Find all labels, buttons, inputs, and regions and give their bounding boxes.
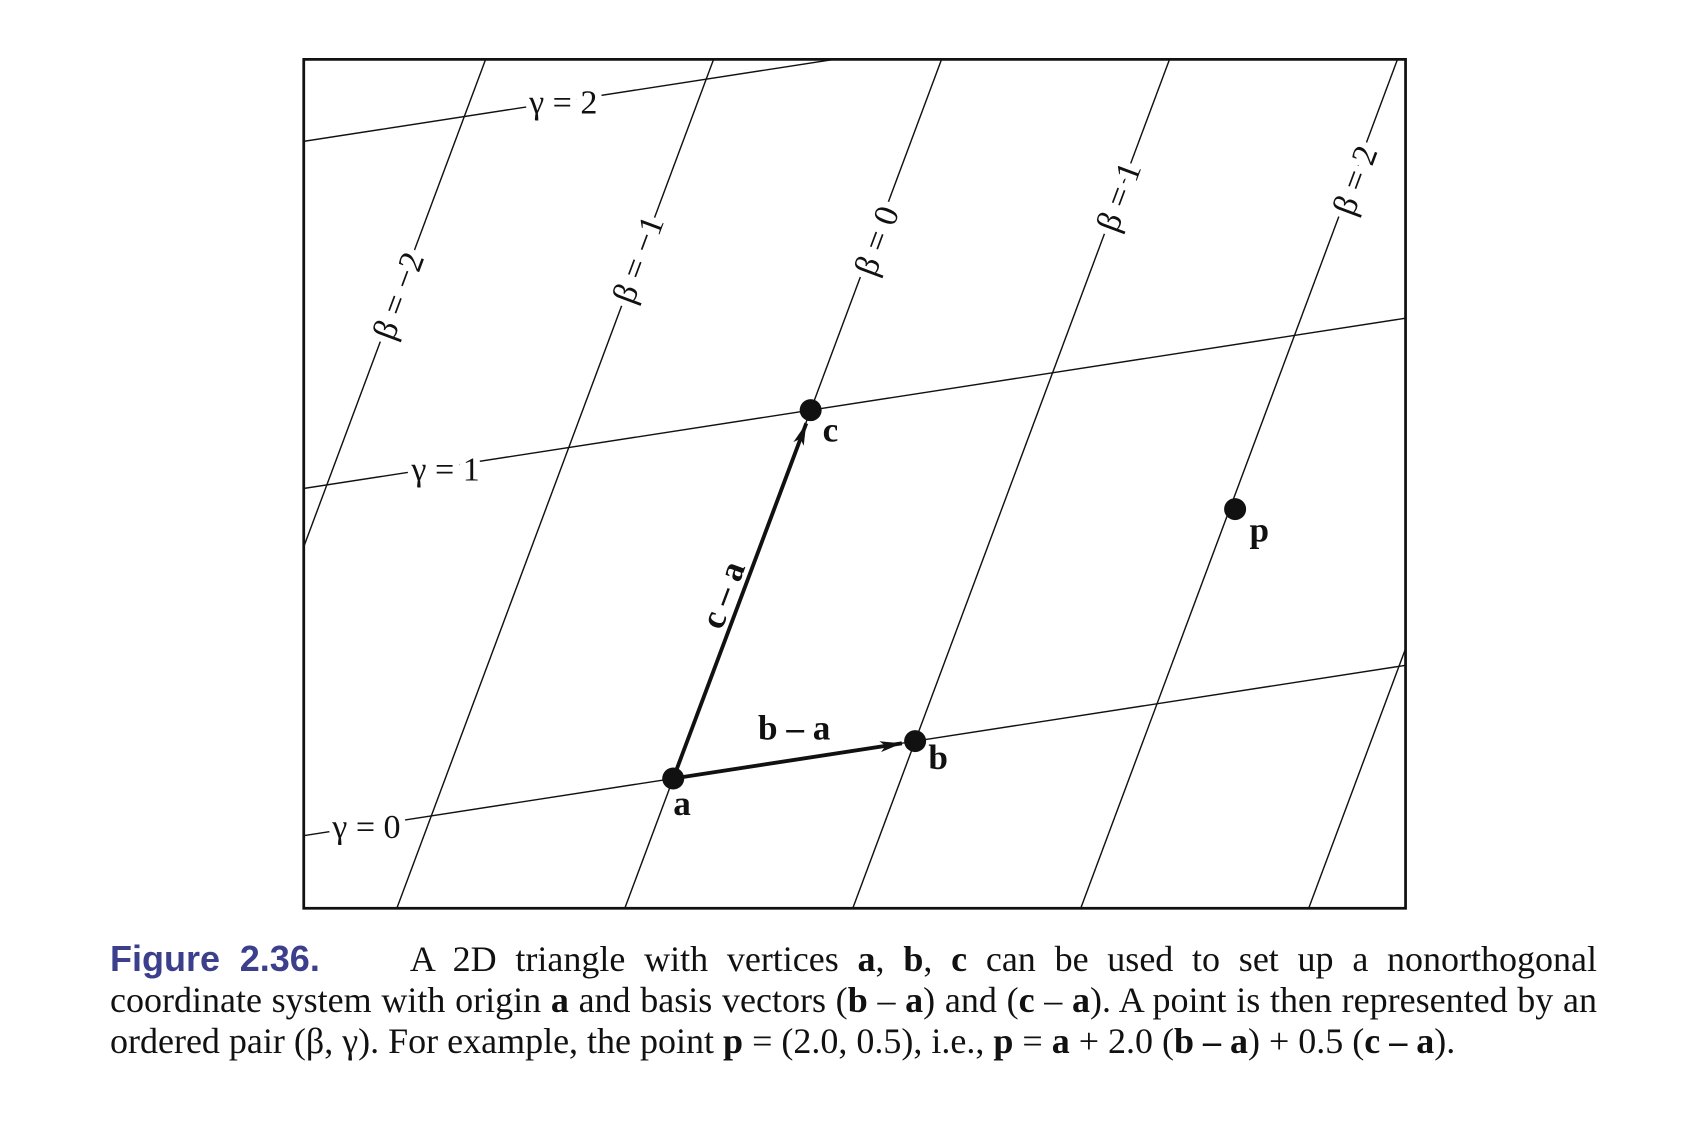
- caption-text: = (2.0, 0.5), i.e.,: [743, 1021, 994, 1061]
- caption-text: ) + 0.5 (: [1248, 1021, 1365, 1061]
- point-label: p: [1250, 510, 1270, 549]
- beta-line: [851, 59, 1171, 909]
- caption-text: + 2.0 (: [1069, 1021, 1174, 1061]
- caption-text: ). A point is then represented by an ord…: [110, 980, 1598, 1061]
- beta-label: β = −1: [606, 211, 672, 308]
- frame: [302, 58, 1407, 910]
- caption-text: b – a: [1173, 1021, 1249, 1061]
- caption-text: a: [857, 939, 876, 979]
- caption-text: p: [993, 1021, 1014, 1061]
- caption-text: b: [903, 939, 924, 979]
- gamma-line: [303, 664, 1406, 837]
- beta-label: β = 2: [1326, 141, 1385, 220]
- point: [662, 767, 685, 790]
- point-label: a: [673, 784, 691, 823]
- caption-text: A 2D triangle with vertices: [409, 939, 858, 979]
- beta-label: β = −2: [366, 247, 432, 344]
- point: [799, 399, 822, 422]
- caption-text: –: [1034, 980, 1073, 1020]
- gamma-label: γ = 0: [331, 809, 400, 846]
- caption-text: b: [847, 980, 868, 1020]
- gamma-line: [303, 317, 1406, 490]
- vector-arrow: [672, 741, 903, 781]
- caption: Figure 2.36. A 2D triangle with vertices …: [110, 938, 1597, 1062]
- point-label: b: [928, 738, 948, 777]
- caption-text: c: [1018, 980, 1035, 1020]
- caption-text: p: [723, 1021, 744, 1061]
- caption-text: a: [905, 980, 924, 1020]
- figure-label: Figure 2.36.: [110, 938, 320, 979]
- caption-text: ).: [1434, 1021, 1456, 1061]
- gamma-label: γ = 1: [410, 452, 479, 489]
- caption-text: and basis vectors (: [568, 980, 848, 1020]
- beta-line: [1079, 59, 1399, 909]
- gamma-line: [303, 59, 839, 143]
- caption-text: ,: [875, 939, 904, 979]
- vector-label: b – a: [758, 708, 831, 747]
- point: [1224, 498, 1247, 521]
- caption-text: ,: [923, 939, 952, 979]
- vector-arrow: [671, 422, 809, 780]
- caption-text: ) and (: [923, 980, 1019, 1020]
- caption-text: can be used to set up a nonorthogonal co…: [110, 939, 1598, 1020]
- caption-text: c: [951, 939, 968, 979]
- beta-line: [396, 59, 715, 909]
- point-label: c: [823, 410, 839, 449]
- beta-label: β = 1: [1090, 157, 1149, 236]
- point: [904, 730, 927, 753]
- beta-label: β = 0: [848, 201, 907, 280]
- caption-text: a: [1051, 1021, 1070, 1061]
- caption-text: –: [867, 980, 906, 1020]
- gamma-label: γ = 2: [528, 84, 597, 121]
- caption-text: a: [1072, 980, 1091, 1020]
- caption-text: a: [550, 980, 569, 1020]
- caption-text: =: [1013, 1021, 1052, 1061]
- caption-text: c – a: [1364, 1021, 1435, 1061]
